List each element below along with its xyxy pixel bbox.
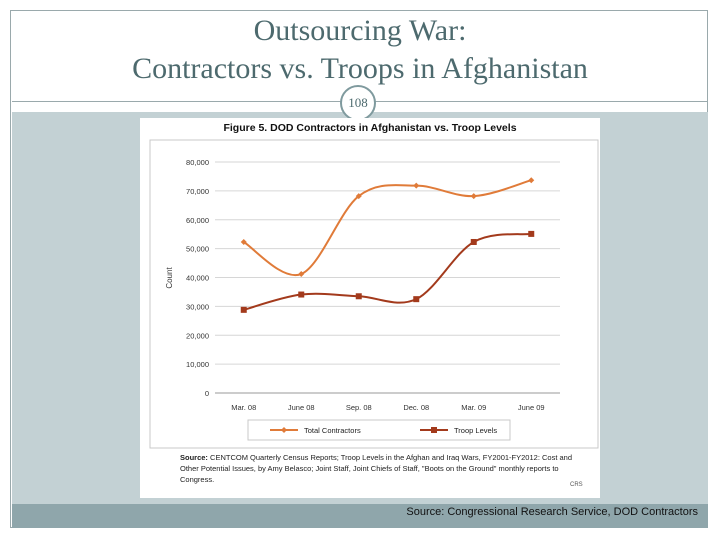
figure-caption-label: Source: bbox=[180, 453, 208, 462]
data-point bbox=[528, 177, 535, 184]
y-tick-label: 60,000 bbox=[186, 216, 209, 225]
y-tick-label: 20,000 bbox=[186, 331, 209, 340]
slide-source-text: Source: Congressional Research Service, … bbox=[406, 506, 698, 518]
x-tick-label: Mar. 09 bbox=[461, 403, 486, 412]
x-tick-label: Mar. 08 bbox=[231, 403, 256, 412]
y-tick-label: 50,000 bbox=[186, 245, 209, 254]
data-point bbox=[413, 296, 420, 303]
legend-box bbox=[247, 419, 511, 441]
y-tick-label: 30,000 bbox=[186, 302, 209, 311]
x-tick-label: June 08 bbox=[288, 403, 315, 412]
line-chart: Figure 5. DOD Contractors in Afghanistan… bbox=[149, 122, 599, 449]
x-tick-label: Sep. 08 bbox=[346, 403, 372, 412]
slide-title-line-1: Outsourcing War: bbox=[253, 14, 467, 47]
legend-marker bbox=[431, 427, 437, 433]
data-point bbox=[528, 230, 535, 237]
figure-caption: Source: CENTCOM Quarterly Census Reports… bbox=[180, 452, 590, 485]
legend-label: Troop Levels bbox=[454, 426, 497, 435]
data-point bbox=[470, 193, 477, 200]
slide-title-line-2: Contractors vs. Troops in Afghanistan bbox=[132, 52, 588, 85]
chart-title: Figure 5. DOD Contractors in Afghanistan… bbox=[223, 122, 516, 134]
y-tick-label: 10,000 bbox=[186, 360, 209, 369]
data-point bbox=[355, 193, 362, 200]
y-tick-label: 80,000 bbox=[186, 158, 209, 167]
y-tick-label: 0 bbox=[205, 389, 209, 398]
footer-bar bbox=[12, 504, 708, 528]
chart-figure: Figure 5. DOD Contractors in Afghanistan… bbox=[140, 118, 600, 498]
crs-mark: CRS bbox=[570, 482, 583, 488]
slide-number-badge: 108 bbox=[340, 85, 376, 121]
slide-title: Outsourcing War: Contractors vs. Troops … bbox=[12, 12, 708, 88]
data-point bbox=[470, 238, 477, 245]
x-tick-label: June 09 bbox=[518, 403, 545, 412]
data-point bbox=[355, 293, 362, 300]
y-tick-label: 40,000 bbox=[186, 274, 209, 283]
data-point bbox=[240, 238, 247, 245]
figure-caption-text: CENTCOM Quarterly Census Reports; Troop … bbox=[180, 453, 573, 484]
data-point bbox=[298, 271, 305, 278]
data-point bbox=[413, 182, 420, 189]
legend-label: Total Contractors bbox=[304, 426, 361, 435]
data-point bbox=[240, 306, 247, 313]
x-tick-label: Dec. 08 bbox=[403, 403, 429, 412]
y-axis-label: Count bbox=[165, 267, 174, 289]
data-point bbox=[298, 291, 305, 298]
legend-marker bbox=[281, 427, 287, 433]
plot-frame bbox=[149, 139, 599, 449]
y-tick-label: 70,000 bbox=[186, 187, 209, 196]
